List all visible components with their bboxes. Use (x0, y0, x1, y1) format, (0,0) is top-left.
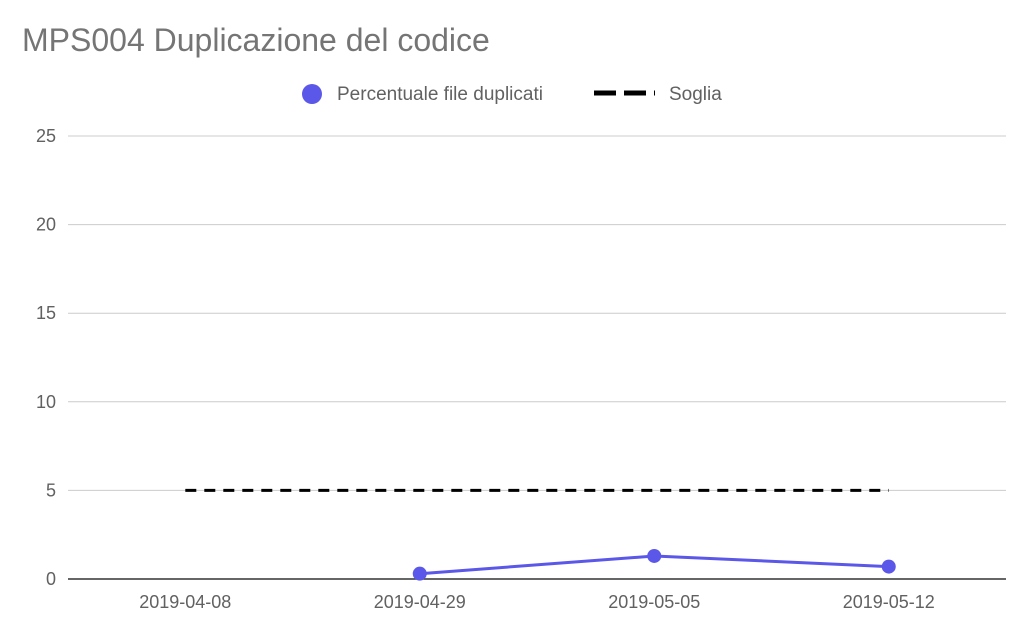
data-point (881, 559, 896, 574)
y-tick-label: 5 (46, 480, 56, 500)
legend-marker-percentuale (302, 84, 322, 104)
y-axis-tick-labels: 0 5 10 15 20 25 (36, 126, 56, 589)
gridlines (68, 135, 1006, 580)
data-point (412, 566, 427, 581)
legend-label-soglia: Soglia (669, 84, 722, 105)
series-lines (185, 488, 889, 576)
chart-title: MPS004 Duplicazione del codice (22, 22, 490, 58)
legend-label-percentuale: Percentuale file duplicati (337, 84, 543, 105)
x-axis-tick-labels: 2019-04-08 2019-04-29 2019-05-05 2019-05-12 (139, 592, 935, 612)
x-tick-label: 2019-05-12 (843, 592, 935, 612)
series-points (412, 548, 896, 581)
x-tick-label: 2019-04-29 (374, 592, 466, 612)
data-point (647, 548, 662, 563)
x-tick-label: 2019-04-08 (139, 592, 231, 612)
legend: Percentuale file duplicati Soglia (302, 84, 722, 105)
y-tick-label: 15 (36, 303, 56, 323)
y-tick-label: 20 (36, 215, 56, 235)
y-tick-label: 10 (36, 392, 56, 412)
y-tick-label: 25 (36, 126, 56, 146)
x-tick-label: 2019-05-05 (608, 592, 700, 612)
y-tick-label: 0 (46, 569, 56, 589)
